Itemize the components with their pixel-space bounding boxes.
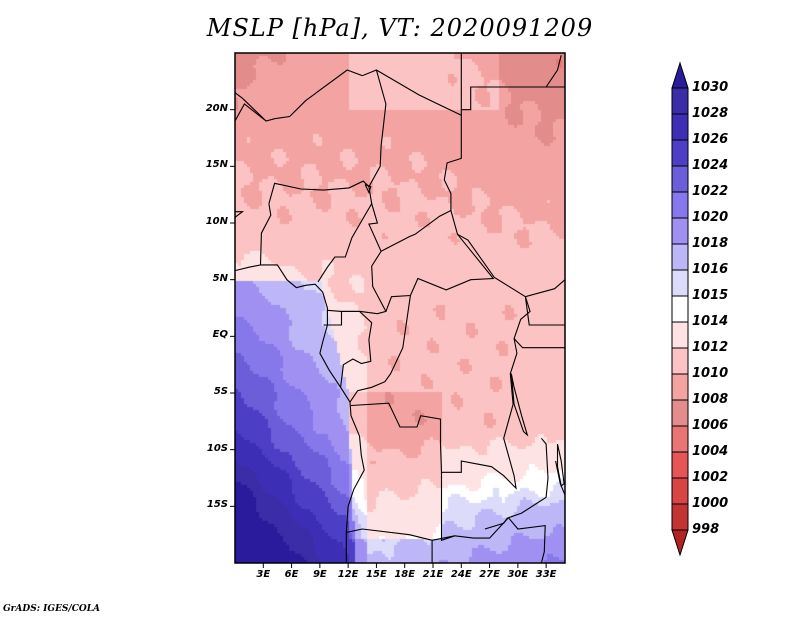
x-tick-label: 3E (256, 569, 271, 580)
colorbar-swatch (671, 217, 689, 245)
y-tick-label: EQ (212, 329, 228, 341)
colorbar-swatch (671, 399, 689, 427)
y-tick-label: 20N (205, 102, 228, 114)
y-tick-label: 10N (205, 216, 228, 227)
y-tick-label: 5N (212, 272, 228, 284)
colorbar-label: 1014 (692, 314, 729, 329)
colorbar-label: 1010 (692, 366, 729, 381)
lake-nasser (545, 55, 562, 88)
colorbar-swatch (671, 321, 689, 349)
x-tick-label: 15E (366, 569, 387, 580)
colorbar-swatch (671, 425, 689, 453)
colorbar-label: 1008 (692, 392, 729, 407)
colorbar-swatch (671, 503, 689, 531)
border-zambia (473, 437, 549, 539)
colorbar (671, 61, 689, 557)
colorbar-label: 1002 (692, 470, 729, 485)
colorbar-swatch (671, 113, 689, 141)
y-tick-label: 5S (213, 386, 228, 397)
colorbar-label: 1024 (692, 158, 729, 173)
colorbar-label: 1028 (692, 106, 729, 121)
map-overlay (230, 52, 566, 568)
chart-title: MSLP [hPa], VT: 2020091209 (206, 14, 594, 42)
colorbar-extend-max (671, 61, 689, 89)
border-niger-chad (362, 69, 387, 188)
colorbar-swatch (671, 269, 689, 297)
border-uganda (524, 296, 565, 326)
border-angola-zambia (440, 472, 474, 542)
colorbar-swatch (671, 477, 689, 505)
x-tick-label: 21E (422, 569, 444, 580)
border-chad-sudan (443, 115, 462, 211)
border-eq-guinea (323, 311, 343, 326)
x-tick-label: 27E (479, 569, 500, 580)
colorbar-label: 1020 (692, 210, 729, 225)
y-tick-label: 15N (205, 159, 228, 171)
colorbar-label: 1016 (692, 262, 729, 277)
colorbar-label: 1030 (692, 80, 729, 95)
colorbar-swatch (671, 87, 689, 115)
colorbar-swatch (671, 451, 689, 479)
x-tick-label: 6E (284, 569, 299, 580)
colorbar-swatch (671, 191, 689, 219)
border-tanzania-north (513, 338, 565, 349)
border-nigeria (268, 180, 373, 283)
y-tick-label: 10S (206, 442, 228, 454)
colorbar-label: 1018 (692, 236, 729, 251)
x-tick-label: 30E (507, 569, 529, 580)
lake-malawi (556, 443, 565, 487)
colorbar-label: 1026 (692, 132, 729, 147)
lake-chad (364, 183, 372, 194)
border-congo-drc (349, 295, 411, 403)
colorbar-swatch (671, 243, 689, 271)
x-tick-label: 18E (394, 569, 416, 580)
colorbar-label: 1000 (692, 496, 729, 511)
border-zimbabwe (507, 517, 546, 564)
border-car (380, 209, 495, 312)
border-benin-nigeria (259, 203, 272, 265)
map-frame (234, 52, 566, 564)
colorbar-label: 1006 (692, 418, 729, 433)
border-egypt-sudan (461, 86, 565, 111)
x-tick-label: 12E (337, 569, 359, 580)
border-gabon-congo (340, 310, 373, 388)
border-mali (234, 92, 267, 122)
border-cameroon (327, 203, 387, 315)
colorbar-label: 1004 (692, 444, 729, 459)
border-drc-south-east (350, 296, 531, 490)
border-niger-libya-chad (234, 53, 462, 122)
map-panel (230, 52, 566, 568)
grads-credit: GrADS: IGES/COLA (3, 604, 101, 614)
y-tick-label: 15S (206, 499, 228, 511)
pressure-field (235, 53, 565, 563)
colorbar-swatch (671, 295, 689, 323)
colorbar-swatch (671, 373, 689, 401)
x-tick-label: 24E (450, 569, 472, 580)
colorbar-swatch (671, 165, 689, 193)
x-tick-label: 9E (312, 569, 327, 580)
coastline-west (234, 264, 365, 563)
x-tick-label: 33E (535, 569, 557, 580)
border-south-sudan (457, 233, 566, 298)
lake-tanganyika (510, 373, 529, 437)
lake-kariba (484, 517, 508, 530)
colorbar-label: 1012 (692, 340, 729, 355)
colorbar-label: 998 (692, 522, 720, 537)
colorbar-swatch (671, 347, 689, 375)
colorbar-label: 1015 (692, 288, 729, 303)
border-togo (234, 211, 245, 218)
colorbar-label: 1022 (692, 184, 729, 199)
border-angola-namibia (346, 528, 455, 541)
colorbar-extend-min (671, 529, 689, 557)
colorbar-swatch (671, 139, 689, 167)
